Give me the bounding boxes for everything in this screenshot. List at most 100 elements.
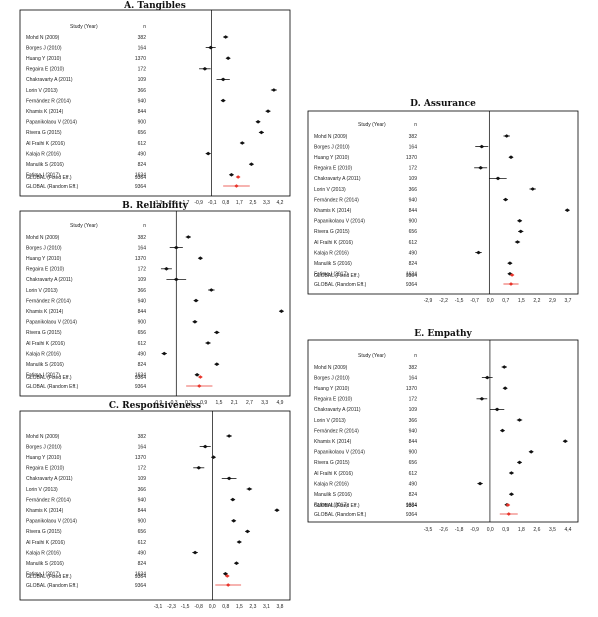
study-point-marker	[508, 155, 514, 159]
pooled-n: 9364	[406, 503, 417, 509]
study-n: 172	[138, 67, 147, 73]
column-header-n: n	[143, 223, 146, 229]
study-label: Papanikolaou V (2014)	[26, 519, 77, 525]
study-point-marker	[517, 219, 523, 223]
column-header-n: n	[414, 122, 417, 128]
study-label: Fatima I (2017)	[314, 272, 348, 278]
study-label: Lorin V (2013)	[26, 88, 58, 94]
study-label: Huang Y (2010)	[314, 386, 349, 392]
study-n: 109	[409, 176, 418, 182]
study-n: 164	[138, 245, 147, 251]
x-tick-label: 3,8	[277, 604, 284, 610]
study-n: 172	[409, 397, 418, 403]
study-point-marker	[528, 450, 534, 454]
study-n: 366	[138, 88, 147, 94]
study-n: 366	[409, 187, 418, 193]
study-n: 382	[138, 35, 147, 41]
study-label: Lorin V (2013)	[26, 487, 58, 493]
study-point-marker	[225, 56, 231, 60]
study-point-marker	[479, 144, 485, 149]
study-n: 844	[138, 109, 147, 115]
column-header-n: n	[143, 24, 146, 30]
study-n: 940	[138, 497, 147, 503]
study-point-marker	[508, 492, 515, 496]
study-n: 382	[409, 365, 418, 371]
x-tick-label: -0,7	[470, 298, 479, 304]
study-point-marker	[265, 109, 271, 113]
study-label: Khamis K (2014)	[314, 439, 352, 445]
pooled-label: GLOBAL (Random Eff.)	[26, 384, 79, 390]
study-label: Mohd N (2009)	[26, 434, 60, 440]
study-point-marker	[230, 497, 236, 502]
pooled-point-marker	[235, 175, 241, 179]
x-tick-label: -1,5	[455, 298, 464, 304]
study-label: Papanikolaou V (2014)	[314, 450, 365, 456]
study-n: 1370	[135, 455, 146, 461]
study-n: 940	[409, 428, 418, 434]
x-tick-label: -2,9	[424, 298, 433, 304]
study-n: 612	[138, 341, 147, 347]
study-point-marker	[494, 407, 500, 412]
study-n: 656	[138, 529, 147, 535]
study-label: Borges J (2010)	[314, 144, 350, 150]
study-label: Kalaja R (2016)	[26, 351, 61, 357]
study-label: Rivera G (2015)	[314, 460, 350, 466]
study-point-marker	[271, 88, 277, 92]
study-point-marker	[499, 428, 506, 433]
pooled-label: GLOBAL (Random Eff.)	[314, 282, 367, 288]
study-n: 490	[138, 151, 147, 157]
study-point-marker	[163, 267, 170, 271]
pooled-point-marker	[505, 503, 511, 507]
study-point-marker	[185, 235, 191, 239]
panel-frame	[19, 9, 291, 197]
study-point-marker	[507, 272, 513, 276]
study-label: Lorin V (2013)	[26, 288, 58, 294]
study-point-marker	[258, 130, 264, 135]
study-label: Khamis K (2014)	[26, 508, 64, 514]
study-point-marker	[477, 481, 483, 486]
study-label: Khamis K (2014)	[26, 109, 64, 115]
x-tick-label: -2,3	[167, 604, 176, 610]
x-tick-label: 4,2	[277, 200, 284, 206]
study-n: 844	[138, 508, 147, 514]
study-point-marker	[514, 240, 521, 244]
study-point-marker	[502, 386, 508, 390]
study-label: Al Fraihi K (2016)	[26, 141, 65, 147]
study-label: Al Fraihi K (2016)	[314, 471, 353, 477]
column-header-study: Study (Year)	[70, 223, 98, 229]
x-tick-label: 2,2	[533, 298, 540, 304]
x-tick-label: 1,5	[216, 400, 223, 406]
study-n: 490	[409, 481, 418, 487]
study-label: Fernández R (2014)	[26, 98, 71, 104]
study-n: 109	[138, 476, 147, 482]
study-label: Regaira E (2010)	[26, 466, 64, 472]
study-n: 1634	[406, 272, 417, 278]
study-point-marker	[161, 351, 167, 356]
x-tick-label: 4,9	[277, 400, 284, 406]
x-tick-label: 0,9	[502, 527, 509, 533]
study-point-marker	[205, 341, 211, 345]
x-tick-label: 3,1	[263, 604, 270, 610]
study-label: Huang Y (2010)	[314, 155, 349, 161]
study-label: Fatima I (2017)	[26, 572, 60, 578]
study-label: Fatima I (2017)	[26, 373, 60, 379]
x-tick-label: -3,5	[424, 527, 433, 533]
study-n: 824	[409, 492, 418, 498]
study-label: Fernández R (2014)	[314, 428, 359, 434]
study-n: 1370	[406, 386, 417, 392]
pooled-point-marker	[509, 273, 515, 277]
pooled-point-marker	[506, 512, 512, 516]
study-label: Khamis K (2014)	[314, 208, 352, 214]
study-point-marker	[173, 277, 179, 282]
study-label: Regaira E (2010)	[314, 397, 352, 403]
study-n: 656	[138, 130, 147, 136]
pooled-label: GLOBAL (Fixed Eff.)	[314, 273, 360, 279]
pooled-point-marker	[224, 574, 230, 578]
study-n: 172	[409, 166, 418, 172]
pooled-point-marker	[225, 583, 231, 587]
study-n: 164	[409, 144, 418, 150]
study-point-marker	[479, 397, 485, 401]
study-point-marker	[202, 67, 208, 71]
study-point-marker	[507, 261, 513, 265]
